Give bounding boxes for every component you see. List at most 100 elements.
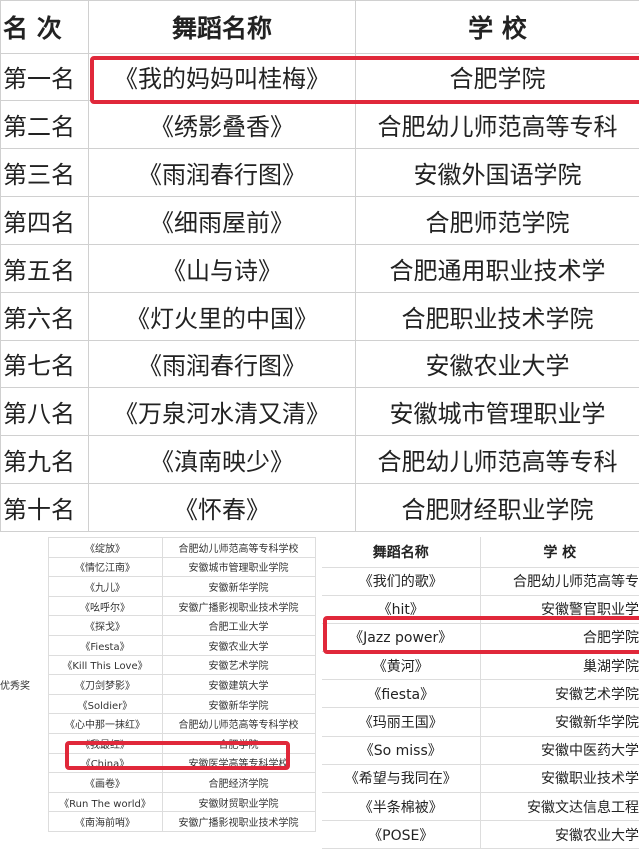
header-row: 舞蹈名称学 校 bbox=[322, 537, 639, 568]
rank-cell: 第六名 bbox=[0, 291, 89, 341]
school-cell: 安徽艺术学院 bbox=[479, 679, 639, 709]
rank-cell: 第八名 bbox=[0, 387, 89, 437]
table-row: 《玛丽王国》 安徽新华学院 bbox=[322, 707, 639, 737]
table-row: 第二名 《绣影叠香》 合肥幼儿师范高等专科 bbox=[0, 100, 639, 150]
school-cell: 安徽新华学院 bbox=[479, 707, 639, 737]
dance-name-cell: 《希望与我同在》 bbox=[322, 764, 480, 794]
table-row: 《吆呼尔》 安徽广播影视职业技术学院 bbox=[0, 595, 316, 617]
school-cell: 安徽艺术学院 bbox=[161, 654, 316, 676]
dance-name-cell: 《fiesta》 bbox=[322, 679, 480, 709]
rank-cell: 第十名 bbox=[0, 483, 89, 532]
table-row: 优秀奖 《绽放》 合肥幼儿师范高等专科学校 bbox=[0, 537, 316, 832]
dance-name-cell: 《POSE》 bbox=[322, 820, 480, 850]
dance-name-cell: 《我们的歌》 bbox=[322, 567, 480, 596]
dance-name-cell: 《吆呼尔》 bbox=[47, 595, 163, 617]
table-row: 第八名 《万泉河水清又清》 安徽城市管理职业学 bbox=[0, 387, 639, 437]
dance-name-cell: 《探戈》 bbox=[47, 615, 163, 636]
rank-cell: 第九名 bbox=[0, 435, 89, 485]
excellence-award-table: 优秀奖 《绽放》 合肥幼儿师范高等专科学校 《情忆江南》 安徽城市管理职业学院 《九儿》安… bbox=[0, 537, 316, 832]
school-cell: 安徽广播影视职业技术学院 bbox=[161, 595, 316, 617]
table-row: 第九名 《滇南映少》 合肥幼儿师范高等专科 bbox=[0, 435, 639, 485]
school-cell: 安徽广播影视职业技术学院 bbox=[161, 811, 316, 832]
dance-name-cell: 《So miss》 bbox=[322, 736, 480, 765]
school-cell: 安徽农业大学 bbox=[161, 634, 316, 656]
school-cell: 合肥幼儿师范高等专 bbox=[479, 567, 639, 596]
dance-name-cell: 《九儿》 bbox=[47, 576, 163, 597]
dance-name-cell: 《绽放》 bbox=[47, 537, 163, 558]
school-cell: 合肥幼儿师范高等专科学校 bbox=[161, 537, 316, 558]
school-cell: 安徽中医药大学 bbox=[479, 736, 639, 765]
table-row: 《Fiesta》 安徽农业大学 bbox=[0, 634, 316, 656]
dance-name-cell: 《Kill This Love》 bbox=[47, 654, 163, 676]
dance-name-cell: 《雨润春行图》 bbox=[88, 339, 356, 389]
header-row: 名 次舞蹈名称学 校 bbox=[0, 0, 639, 54]
table-row: 《情忆江南》 安徽城市管理职业学院 bbox=[0, 556, 316, 578]
table-row: 《刀剑梦影》 安徽建筑大学 bbox=[0, 674, 316, 695]
dance-name-cell: 《滇南映少》 bbox=[88, 435, 356, 485]
table-row: 第五名 《山与诗》 合肥通用职业技术学 bbox=[0, 243, 639, 293]
table-row: 《南海前哨》 安徽广播影视职业技术学院 bbox=[0, 811, 316, 832]
school-cell: 安徽新华学院 bbox=[161, 576, 316, 597]
award-label: 优秀奖 bbox=[0, 537, 49, 832]
dance-name-cell: 《刀剑梦影》 bbox=[47, 674, 163, 695]
column-header: 名 次 bbox=[0, 0, 89, 54]
table-row: 第四名 《细雨屋前》 合肥师范学院 bbox=[0, 196, 639, 245]
school-cell: 合肥财经职业学院 bbox=[355, 483, 639, 532]
school-cell: 合肥学院 bbox=[355, 52, 639, 102]
rank-cell: 第一名 bbox=[0, 52, 89, 102]
table-row: 第十名 《怀春》 合肥财经职业学院 bbox=[0, 483, 639, 532]
dance-name-cell: 《雨润春行图》 bbox=[88, 148, 356, 198]
table-row: 第七名 《雨润春行图》 安徽农业大学 bbox=[0, 339, 639, 389]
table-row: 《Run The world》 安徽财贸职业学院 bbox=[0, 791, 316, 813]
dance-name-cell: 《Fiesta》 bbox=[47, 634, 163, 656]
table-row: 《九儿》 安徽新华学院 bbox=[0, 576, 316, 597]
dance-name-cell: 《心中那一抹红》 bbox=[47, 713, 163, 734]
table-row: 《我们的歌》 合肥幼儿师范高等专 bbox=[322, 567, 639, 596]
dance-name-cell: 《灯火里的中国》 bbox=[88, 291, 356, 341]
rank-cell: 第二名 bbox=[0, 100, 89, 150]
highlight-box-left bbox=[65, 741, 290, 770]
dance-name-cell: 《半条棉被》 bbox=[322, 792, 480, 822]
column-header: 学 校 bbox=[355, 0, 639, 54]
table-row: 《半条棉被》 安徽文达信息工程 bbox=[322, 792, 639, 822]
table-row: 《心中那一抹红》 合肥幼儿师范高等专科学校 bbox=[0, 713, 316, 734]
school-cell: 合肥师范学院 bbox=[355, 196, 639, 245]
dance-name-cell: 《怀春》 bbox=[88, 483, 356, 532]
dance-name-cell: 《南海前哨》 bbox=[47, 811, 163, 832]
school-cell: 巢湖学院 bbox=[479, 651, 639, 681]
column-header: 舞蹈名称 bbox=[322, 537, 480, 568]
school-cell: 合肥幼儿师范高等专科 bbox=[355, 435, 639, 485]
table-row: 《hit》 安徽警官职业学 bbox=[322, 595, 639, 624]
dance-name-cell: 《细雨屋前》 bbox=[88, 196, 356, 245]
rank-cell: 第五名 bbox=[0, 243, 89, 293]
dance-name-cell: 《山与诗》 bbox=[88, 243, 356, 293]
column-header: 学 校 bbox=[479, 537, 639, 568]
rank-cell: 第三名 bbox=[0, 148, 89, 198]
school-cell: 合肥经济学院 bbox=[161, 772, 316, 793]
table-row: 《POSE》 安徽农业大学 bbox=[322, 820, 639, 850]
award-table-right: 舞蹈名称学 校《我们的歌》 合肥幼儿师范高等专 《hit》 安徽警官职业学 《Jazz … bbox=[322, 537, 639, 850]
school-cell: 安徽城市管理职业学院 bbox=[161, 556, 316, 578]
column-header: 舞蹈名称 bbox=[88, 0, 356, 54]
school-cell: 安徽财贸职业学院 bbox=[161, 791, 316, 813]
dance-name-cell: 《绣影叠香》 bbox=[88, 100, 356, 150]
school-cell: 安徽文达信息工程 bbox=[479, 792, 639, 822]
table-row: 《fiesta》 安徽艺术学院 bbox=[322, 679, 639, 709]
highlight-box-right bbox=[323, 616, 639, 654]
school-cell: 安徽农业大学 bbox=[355, 339, 639, 389]
school-cell: 安徽建筑大学 bbox=[161, 674, 316, 695]
school-cell: 合肥职业技术学院 bbox=[355, 291, 639, 341]
school-cell: 安徽职业技术学 bbox=[479, 764, 639, 794]
dance-name-cell: 《画卷》 bbox=[47, 772, 163, 793]
table-row: 《Soldier》 安徽新华学院 bbox=[0, 693, 316, 715]
table-row: 《希望与我同在》 安徽职业技术学 bbox=[322, 764, 639, 794]
rank-cell: 第四名 bbox=[0, 196, 89, 245]
dance-name-cell: 《黄河》 bbox=[322, 651, 480, 681]
top-ranking-table: 名 次舞蹈名称学 校第一名 《我的妈妈叫桂梅》 合肥学院 第二名 《绣影叠香》 合肥幼儿师… bbox=[0, 0, 639, 532]
school-cell: 合肥幼儿师范高等专科 bbox=[355, 100, 639, 150]
dance-name-cell: 《Soldier》 bbox=[47, 693, 163, 715]
school-cell: 合肥幼儿师范高等专科学校 bbox=[161, 713, 316, 734]
highlight-box-top bbox=[90, 56, 639, 104]
table-row: 《画卷》 合肥经济学院 bbox=[0, 772, 316, 793]
rank-cell: 第七名 bbox=[0, 339, 89, 389]
